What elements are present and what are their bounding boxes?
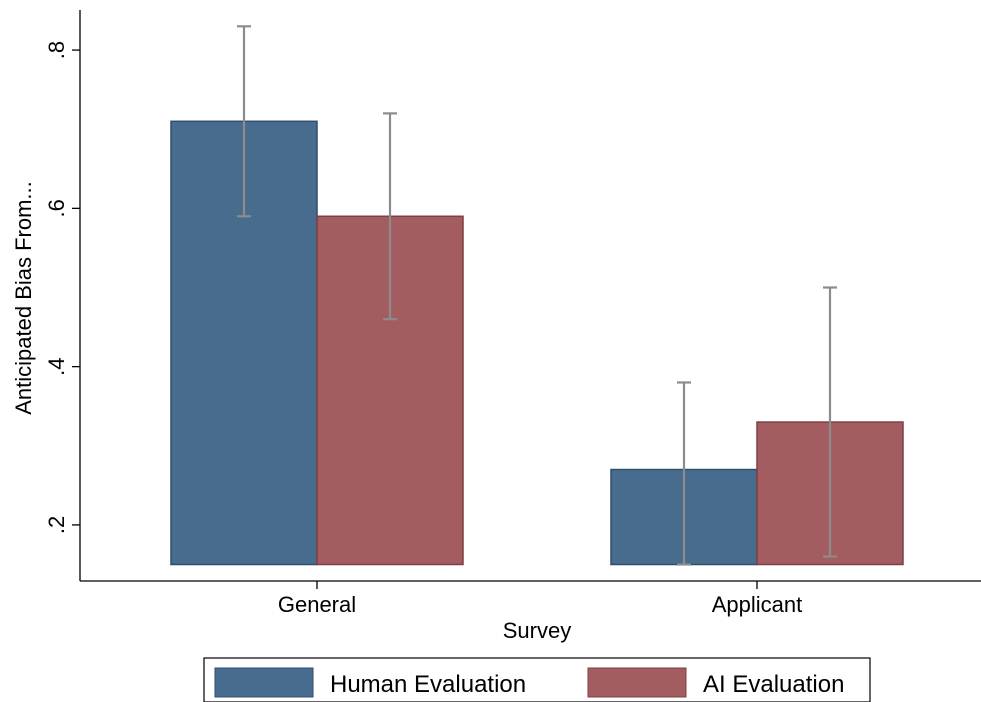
legend: Human Evaluation AI Evaluation (203, 657, 871, 702)
legend-label-ai: AI Evaluation (703, 671, 844, 698)
error-bar-applicant-human-evaluation (677, 381, 691, 566)
legend-swatch-ai (587, 667, 687, 698)
y-ticks-layer: .2 .4 .6 .8 (44, 41, 80, 534)
legend-frame (203, 657, 871, 702)
y-axis-title: Anticipated Bias From... (11, 181, 36, 415)
legend-label-human: Human Evaluation (330, 671, 526, 698)
legend-swatch-human (214, 667, 314, 698)
x-tick-label-general: General (278, 592, 356, 617)
bars-layer (170, 120, 904, 566)
error-bars-layer (237, 25, 837, 566)
x-axis-title: Survey (503, 618, 571, 643)
error-bar-general-human-evaluation (237, 25, 251, 218)
x-ticks-layer: General Applicant (278, 581, 802, 617)
y-tick-label: .2 (44, 516, 69, 534)
y-tick-label: .4 (44, 357, 69, 375)
y-tick-label: .6 (44, 199, 69, 217)
error-bar-general-ai-evaluation (383, 112, 397, 321)
y-tick-label: .8 (44, 41, 69, 59)
error-bar-applicant-ai-evaluation (823, 286, 837, 558)
x-tick-label-applicant: Applicant (712, 592, 803, 617)
